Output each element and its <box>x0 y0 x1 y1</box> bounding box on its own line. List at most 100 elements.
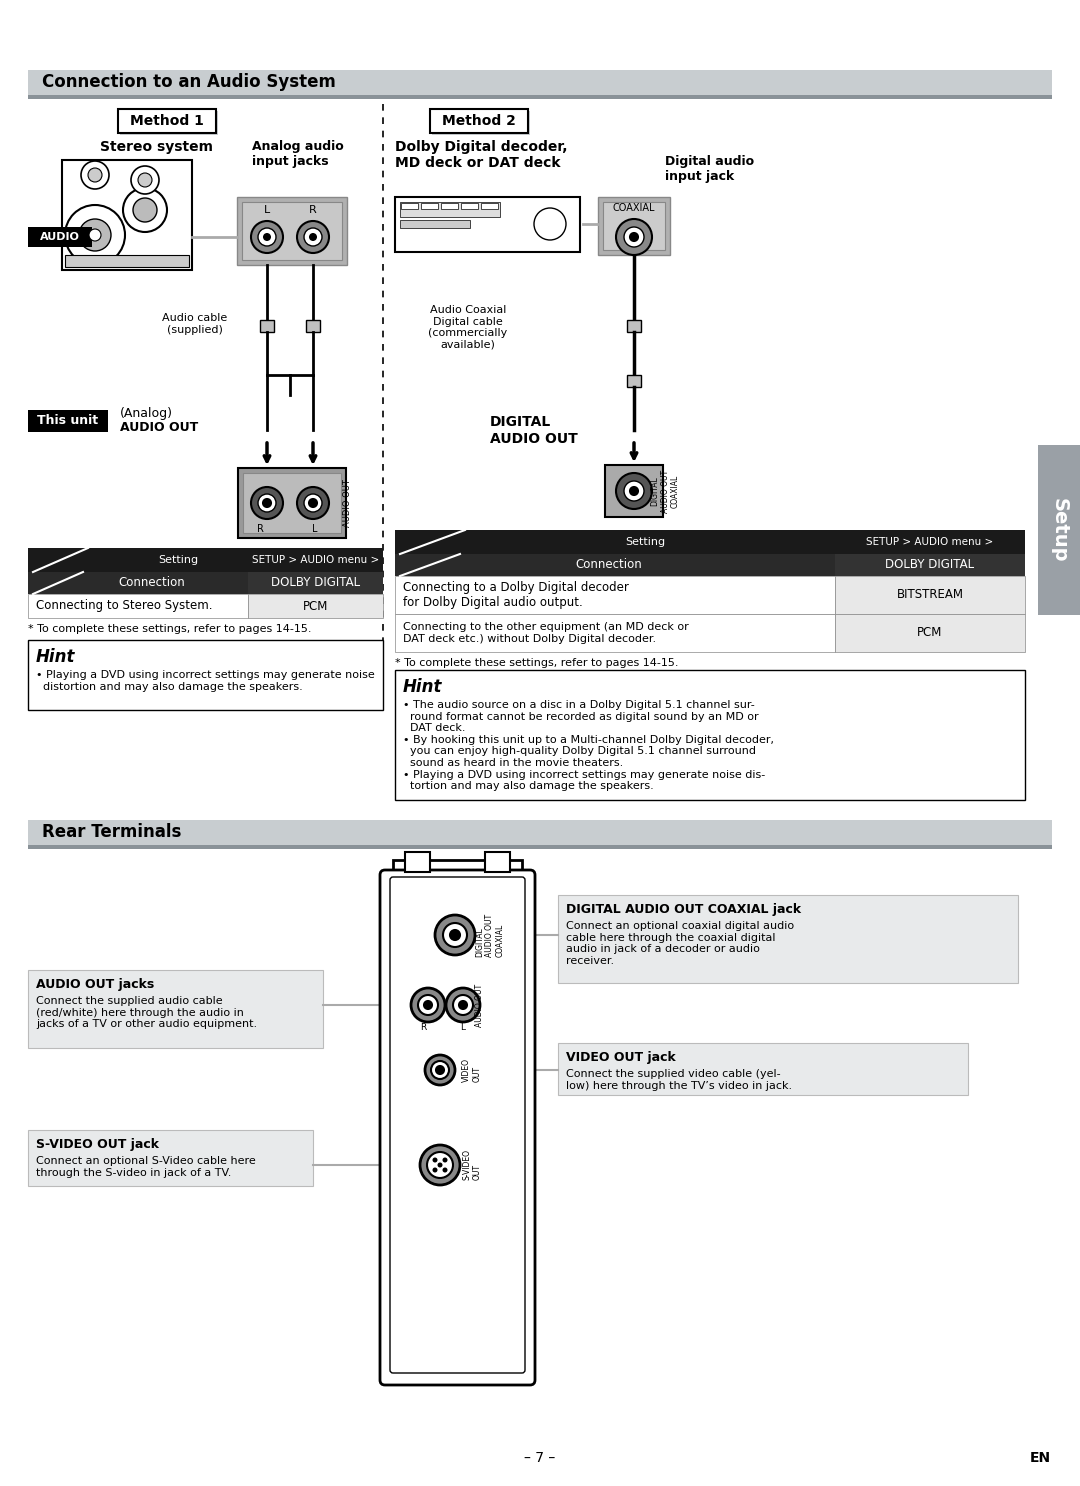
Bar <box>242 202 342 260</box>
Text: R: R <box>420 1022 427 1031</box>
Circle shape <box>624 481 644 501</box>
Text: (Analog): (Analog) <box>120 407 173 421</box>
Text: Connection to an Audio System: Connection to an Audio System <box>42 73 336 91</box>
Text: L: L <box>312 525 318 533</box>
Bar <box>400 220 470 227</box>
Text: This unit: This unit <box>38 415 98 428</box>
Bar <box>248 572 383 594</box>
Text: R: R <box>257 525 264 533</box>
Circle shape <box>65 205 125 265</box>
Text: EN: EN <box>1029 1450 1051 1465</box>
Bar <box>28 640 383 710</box>
Bar <box>243 473 341 533</box>
Text: Stereo system: Stereo system <box>100 140 213 155</box>
Text: DIGITAL
AUDIO OUT
COAXIAL: DIGITAL AUDIO OUT COAXIAL <box>650 470 680 513</box>
Bar <box>421 204 438 210</box>
Bar <box>481 204 498 210</box>
Text: * To complete these settings, refer to pages 14-15.: * To complete these settings, refer to p… <box>395 658 678 669</box>
Bar <box>395 614 835 652</box>
Circle shape <box>624 227 644 247</box>
Text: AUDIO OUT jacks: AUDIO OUT jacks <box>36 978 154 991</box>
Bar <box>627 374 642 386</box>
Bar <box>395 577 835 614</box>
Bar <box>395 670 1025 799</box>
Bar <box>558 895 1018 984</box>
Text: PCM: PCM <box>303 599 328 612</box>
Text: AUDIO: AUDIO <box>40 232 80 242</box>
Circle shape <box>418 996 438 1015</box>
Text: S-VIDEO
OUT: S-VIDEO OUT <box>462 1150 482 1180</box>
Bar <box>395 198 580 253</box>
Text: AUDIO OUT: AUDIO OUT <box>343 478 352 528</box>
Text: DOLBY DIGITAL: DOLBY DIGITAL <box>886 559 974 572</box>
Text: PCM: PCM <box>917 627 943 639</box>
Text: Connect an optional S-Video cable here
through the S-video in jack of a TV.: Connect an optional S-Video cable here t… <box>36 1156 256 1177</box>
Bar <box>28 95 1052 100</box>
Text: Connecting to Stereo System.: Connecting to Stereo System. <box>36 599 213 612</box>
Text: Hint: Hint <box>36 648 76 666</box>
Text: DOLBY DIGITAL: DOLBY DIGITAL <box>271 577 361 590</box>
Text: Digital audio
input jack: Digital audio input jack <box>665 155 754 183</box>
Bar <box>28 970 323 1048</box>
Text: Connection: Connection <box>575 559 642 572</box>
Circle shape <box>297 221 329 253</box>
Circle shape <box>420 1146 460 1184</box>
Text: Connect an optional coaxial digital audio
cable here through the coaxial digital: Connect an optional coaxial digital audi… <box>566 921 794 966</box>
Circle shape <box>616 218 652 256</box>
Bar <box>28 548 383 572</box>
Text: SETUP > AUDIO menu >: SETUP > AUDIO menu > <box>866 536 994 547</box>
Bar <box>28 70 1052 98</box>
Circle shape <box>443 1158 447 1162</box>
Text: COAXIAL: COAXIAL <box>612 204 656 212</box>
Circle shape <box>89 229 102 241</box>
Circle shape <box>297 487 329 519</box>
Bar <box>835 614 1025 652</box>
Text: Dolby Digital decoder,
MD deck or DAT deck: Dolby Digital decoder, MD deck or DAT de… <box>395 140 567 171</box>
Bar <box>835 577 1025 614</box>
Circle shape <box>138 172 152 187</box>
Bar <box>28 227 92 247</box>
Text: Connect the supplied audio cable
(red/white) here through the audio in
jacks of : Connect the supplied audio cable (red/wh… <box>36 996 257 1030</box>
Text: L: L <box>460 1022 465 1031</box>
Bar <box>401 204 418 210</box>
Text: S-VIDEO OUT jack: S-VIDEO OUT jack <box>36 1138 159 1152</box>
Text: DIGITAL
AUDIO OUT
COAXIAL: DIGITAL AUDIO OUT COAXIAL <box>475 914 504 957</box>
Text: Method 1: Method 1 <box>130 114 204 128</box>
Bar <box>28 846 1052 849</box>
Text: Setting: Setting <box>158 554 198 565</box>
Circle shape <box>534 208 566 241</box>
Circle shape <box>264 499 271 507</box>
Text: Analog audio
input jacks: Analog audio input jacks <box>252 140 343 168</box>
Bar <box>28 410 108 432</box>
Bar <box>400 202 500 217</box>
Circle shape <box>258 227 276 247</box>
Bar <box>393 860 522 880</box>
Circle shape <box>436 1065 444 1074</box>
Bar <box>28 1129 313 1186</box>
Circle shape <box>426 1055 455 1085</box>
Text: VIDEO
OUT: VIDEO OUT <box>462 1058 482 1082</box>
Circle shape <box>303 493 322 513</box>
Circle shape <box>411 988 445 1022</box>
Text: DIGITAL AUDIO OUT COAXIAL jack: DIGITAL AUDIO OUT COAXIAL jack <box>566 903 801 915</box>
Circle shape <box>616 473 652 510</box>
Bar <box>835 531 1025 554</box>
Circle shape <box>431 1061 449 1079</box>
Text: Setup: Setup <box>1050 498 1068 562</box>
Circle shape <box>427 1152 453 1178</box>
Circle shape <box>450 930 460 941</box>
Text: Connecting to the other equipment (an MD deck or
DAT deck etc.) without Dolby Di: Connecting to the other equipment (an MD… <box>403 623 689 643</box>
Circle shape <box>432 1168 437 1172</box>
Bar <box>260 319 274 331</box>
Text: * To complete these settings, refer to pages 14-15.: * To complete these settings, refer to p… <box>28 624 311 635</box>
Circle shape <box>123 189 167 232</box>
Circle shape <box>87 168 102 181</box>
Circle shape <box>81 160 109 189</box>
Bar <box>461 204 478 210</box>
Text: L: L <box>264 205 270 215</box>
Circle shape <box>309 233 318 241</box>
Bar <box>65 256 189 267</box>
Text: R: R <box>309 205 316 215</box>
Bar <box>118 108 216 134</box>
Bar <box>238 468 346 538</box>
